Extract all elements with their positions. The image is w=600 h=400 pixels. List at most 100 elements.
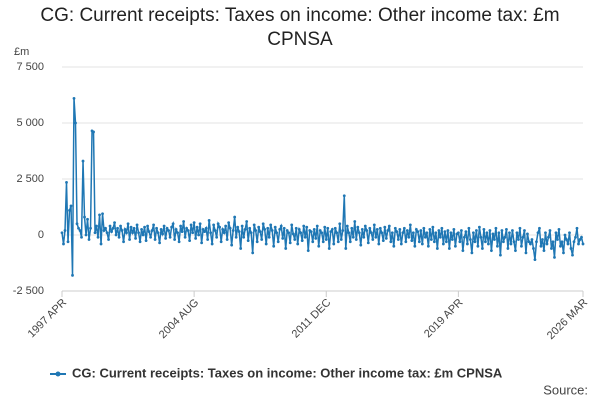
data-point [423,235,427,239]
data-point [123,228,127,231]
data-point [545,242,549,246]
data-point [233,215,237,219]
data-point [511,229,514,232]
data-point [327,247,331,250]
data-point [452,228,456,231]
data-point [369,231,373,235]
data-point [333,226,337,230]
data-point [186,229,190,232]
data-point [563,233,567,237]
data-point [69,204,73,208]
data-point [188,239,192,243]
data-point [503,235,507,239]
data-point [500,229,504,232]
data-point [113,221,116,225]
data-point [318,229,322,232]
data-point [580,235,583,239]
data-point [517,238,520,241]
data-point [156,231,160,235]
data-point [107,238,110,241]
data-point [496,244,499,248]
data-point [170,225,174,229]
data-point [473,240,477,244]
data-point [75,222,79,226]
data-point [512,240,516,244]
data-point [291,232,295,236]
legend-marker [55,371,61,377]
data-point [515,231,519,235]
data-point [200,241,204,245]
data-point [224,224,228,228]
data-point [541,238,544,241]
data-point [191,231,195,235]
data-point [335,231,339,235]
data-point [565,238,568,241]
data-point [311,240,315,244]
data-point [484,240,487,244]
data-point [185,226,189,230]
data-point [297,228,301,231]
data-point [571,253,574,257]
data-point [404,240,408,244]
data-point [300,239,304,243]
data-point [84,233,88,237]
data-point [102,229,106,232]
data-point [165,226,169,230]
data-point [502,240,505,244]
data-point [299,231,303,235]
data-point [183,235,187,239]
data-point [206,238,210,241]
data-point [435,247,439,250]
data-point [167,229,171,232]
data-point [116,226,119,230]
data-point [288,241,292,245]
data-point [354,238,358,241]
data-point [425,231,429,235]
data-point [494,226,498,230]
data-point [222,231,226,235]
data-point [407,235,411,239]
data-point [416,230,420,234]
data-point [267,235,271,239]
data-point [306,249,310,253]
data-point [351,235,355,239]
y-tick-label: 2 500 [16,173,44,185]
data-point [93,231,97,235]
data-point [372,223,376,227]
data-point [168,235,172,239]
data-point [330,228,334,231]
data-point [99,242,103,246]
data-point [272,244,276,248]
data-point [464,230,468,234]
data-point [365,229,369,232]
data-point [120,229,124,232]
data-point [375,228,379,231]
data-point [260,238,264,241]
data-point [261,222,265,226]
data-point [324,238,328,241]
data-point [203,230,207,234]
data-point [155,226,158,230]
data-point [284,247,288,250]
data-point [398,228,402,231]
data-point [246,239,250,243]
data-point [215,235,219,239]
data-point [514,249,517,253]
data-point [378,226,382,230]
data-point [323,225,327,229]
data-point [309,230,313,234]
data-point [320,231,324,235]
data-point [476,244,480,248]
data-point [474,229,478,232]
data-point [245,220,249,223]
data-point [122,240,125,244]
data-point [81,159,85,163]
legend-label: CG: Current receipts: Taxes on income: O… [72,365,503,380]
data-point [312,228,316,231]
data-point [440,226,444,230]
data-point [493,238,496,241]
data-point [147,230,151,234]
data-point [143,225,146,229]
